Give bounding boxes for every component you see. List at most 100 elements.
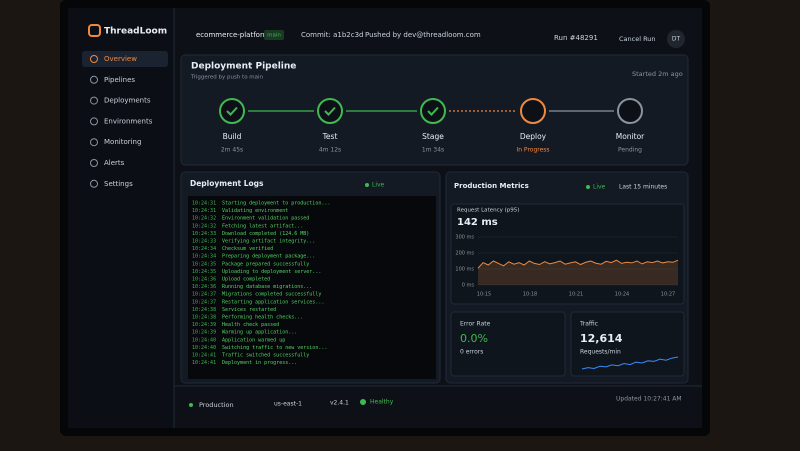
log-message: Application warmed up	[222, 337, 285, 343]
env-dot	[189, 403, 193, 407]
metrics-live: Live	[593, 184, 606, 191]
nav-item[interactable]: Alerts	[104, 159, 125, 167]
log-message: Deployment in progress...	[222, 360, 297, 366]
log-time: 10:24:38	[192, 307, 216, 313]
stage-circle	[520, 98, 546, 124]
nav-item[interactable]: Overview	[104, 55, 137, 63]
time-range[interactable]: Last 15 minutes	[619, 184, 667, 191]
log-time: 10:24:37	[192, 299, 216, 305]
traffic-unit: Requests/min	[580, 349, 621, 356]
nav-icon	[90, 117, 98, 126]
stage-status: 4m 12s	[319, 147, 341, 154]
stage-circle	[219, 98, 245, 124]
log-time: 10:24:39	[192, 330, 216, 336]
logo	[88, 24, 101, 37]
traffic-line	[581, 356, 679, 370]
stage-status: In Progress	[516, 147, 549, 154]
log-time: 10:24:32	[192, 216, 216, 222]
error-panel	[450, 311, 566, 377]
stage-status: 2m 45s	[221, 147, 243, 154]
check-icon	[427, 106, 439, 116]
stage-name: Deploy	[520, 132, 547, 141]
y-tick-label: 300 ms	[455, 235, 474, 241]
branch: main	[267, 33, 281, 39]
project: ecommerce-platform	[196, 31, 270, 39]
log-message: Starting deployment to production...	[222, 201, 330, 207]
run: Run #48291	[554, 34, 598, 42]
error-value: 0.0%	[460, 332, 488, 345]
latency-label: Request Latency (p95)	[457, 208, 519, 214]
traffic-panel	[570, 311, 685, 377]
log-message: Upload completed	[222, 277, 270, 283]
cancel-run[interactable]: Cancel Run	[619, 35, 656, 43]
log-message: Warming up application...	[222, 330, 297, 336]
check-icon	[226, 106, 238, 116]
check-icon	[324, 106, 336, 116]
log-message: Fetching latest artifact...	[222, 223, 303, 229]
stage-status: 1m 34s	[422, 147, 444, 154]
log-message: Running database migrations...	[222, 284, 312, 290]
nav-active	[82, 51, 168, 67]
log-time: 10:24:41	[192, 353, 216, 359]
x-tick-label: 10:24	[615, 292, 629, 298]
log-message: Package prepared successfully	[222, 261, 309, 267]
log-message: Verifying artifact integrity...	[222, 239, 315, 245]
log-time: 10:24:34	[192, 246, 216, 252]
live-dot	[365, 183, 369, 187]
log-time: 10:24:31	[192, 201, 216, 207]
sidebar	[68, 8, 174, 428]
nav-icon	[90, 179, 98, 188]
log-time: 10:24:35	[192, 269, 216, 275]
log-time: 10:24:41	[192, 360, 216, 366]
log-message: Performing health checks...	[222, 315, 303, 321]
log-message: Switching traffic to new version...	[222, 345, 327, 351]
stage-name: Build	[223, 132, 242, 141]
nav-item[interactable]: Pipelines	[104, 76, 135, 84]
log-message: Health check passed	[222, 322, 279, 328]
log-time: 10:24:37	[192, 292, 216, 298]
started: Started 2m ago	[632, 70, 683, 78]
health: Healthy	[370, 399, 394, 406]
error-detail: 0 errors	[460, 349, 483, 356]
log-message: Preparing deployment package...	[222, 254, 315, 260]
latency-value: 142 ms	[457, 217, 498, 228]
environment[interactable]: Production	[199, 401, 234, 409]
log-time: 10:24:34	[192, 254, 216, 260]
avatar	[667, 30, 685, 48]
log-time: 10:24:33	[192, 231, 216, 237]
pipeline-title: Deployment Pipeline	[191, 62, 296, 72]
stage-name: Test	[322, 132, 338, 141]
log-message: Environment validation passed	[222, 216, 309, 222]
nav-icon	[90, 55, 98, 63]
stage-name: Monitor	[616, 132, 645, 141]
nav-item[interactable]: Monitoring	[104, 138, 141, 146]
error-label: Error Rate	[460, 321, 491, 328]
brand: ThreadLoom	[104, 27, 167, 37]
updated: Updated 10:27:41 AM	[616, 396, 682, 403]
nav-item[interactable]: Settings	[104, 180, 133, 188]
live-dot	[586, 185, 590, 189]
nav-item[interactable]: Environments	[104, 117, 153, 125]
avatar-initials: DT	[672, 36, 681, 43]
log-time: 10:24:36	[192, 277, 216, 283]
metrics-title: Production Metrics	[454, 182, 529, 190]
log-time: 10:24:40	[192, 345, 216, 351]
branch-badge	[264, 30, 284, 40]
log-message: Traffic switched successfully	[222, 353, 309, 359]
y-tick-label: 100 ms	[455, 267, 474, 273]
latency-panel	[450, 203, 685, 305]
log-message: Checksum verified	[222, 246, 273, 252]
region: us-east-1	[274, 401, 302, 408]
log-time: 10:24:40	[192, 337, 216, 343]
nav-item[interactable]: Deployments	[104, 97, 151, 105]
stage-circle	[420, 98, 446, 124]
stage-status: Pending	[618, 147, 642, 154]
log-time: 10:24:32	[192, 223, 216, 229]
version: v2.4.1	[330, 400, 349, 407]
latency-area	[478, 260, 678, 285]
stage-circle	[617, 98, 643, 124]
nav-icon	[90, 159, 98, 167]
commit: Commit: a1b2c3d	[301, 31, 363, 39]
x-tick-label: 10:21	[569, 292, 583, 298]
